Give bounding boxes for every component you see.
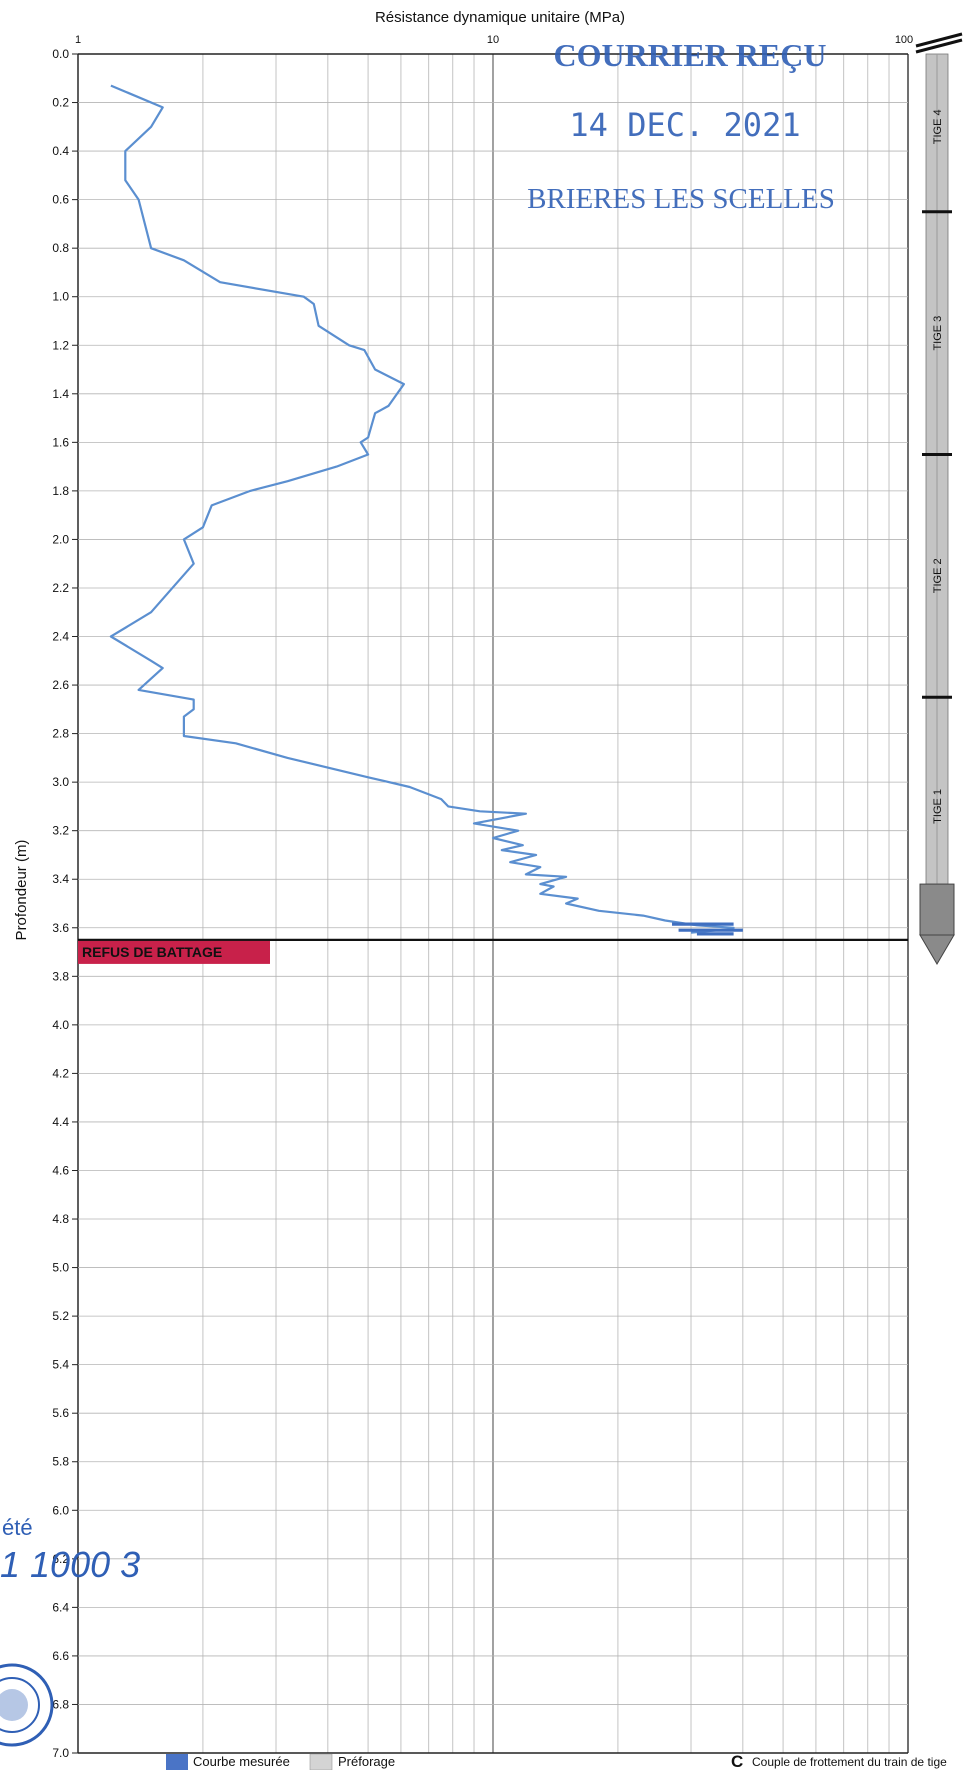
y-tick-label: 6.6 [52, 1649, 69, 1663]
y-tick-label: 6.4 [52, 1600, 69, 1614]
y-tick-label: 3.0 [52, 775, 69, 789]
legend-label-courbe: Courbe mesurée [193, 1754, 290, 1769]
rod-label: TIGE 4 [932, 109, 944, 144]
y-tick-label: 2.6 [52, 678, 69, 692]
legend-label-couple: Couple de frottement du train de tige [752, 1755, 947, 1769]
y-tick-label: 2.4 [52, 630, 69, 644]
rod-break-mark [915, 38, 963, 54]
y-tick-label: 3.2 [52, 824, 69, 838]
y-tick-label: 3.6 [52, 921, 69, 935]
y-tick-label: 2.2 [52, 581, 69, 595]
y-tick-label: 0.0 [52, 47, 69, 61]
y-tick-label: 2.0 [52, 532, 69, 546]
y-tick-label: 2.8 [52, 727, 69, 741]
y-tick-label: 6.8 [52, 1697, 69, 1711]
x-axis-ticks: 1 10 100 [75, 34, 913, 46]
y-tick-label: 0.4 [52, 144, 69, 158]
y-tick-label: 0.6 [52, 193, 69, 207]
y-tick-label: 1.0 [52, 290, 69, 304]
y-tick-label: 3.4 [52, 872, 69, 886]
stamp-line-3: BRIERES LES SCELLES [527, 183, 835, 215]
y-tick-label: 5.4 [52, 1358, 69, 1372]
x-tick-label: 10 [487, 34, 499, 46]
y-tick-label: 6.2 [52, 1552, 69, 1566]
y-tick-label: 5.8 [52, 1455, 69, 1469]
y-tick-label: 6.0 [52, 1503, 69, 1517]
refusal-marker: REFUS DE BATTAGE [78, 938, 908, 964]
chart-grid [77, 53, 909, 1754]
y-tick-label: 5.2 [52, 1309, 69, 1323]
y-tick-label: 4.6 [52, 1163, 69, 1177]
chart-title: Résistance dynamique unitaire (MPa) [375, 9, 625, 26]
y-tick-label: 4.4 [52, 1115, 69, 1129]
note-line-2: 1 1000 3 [0, 1544, 140, 1585]
series-courbe-mesuree [109, 84, 743, 936]
x-tick-label: 100 [895, 34, 913, 46]
couple-icon: C [731, 1752, 743, 1770]
y-tick-label: 1.8 [52, 484, 69, 498]
rod-label: TIGE 3 [932, 316, 944, 351]
y-tick-label: 1.2 [52, 338, 69, 352]
refusal-label-box [78, 940, 270, 964]
y-tick-label: 3.8 [52, 969, 69, 983]
received-stamp: COURRIER REÇU 14 DEC. 2021 BRIERES LES S… [527, 37, 835, 215]
stamp-line-2: 14 DEC. 2021 [569, 106, 800, 144]
y-tick-label: 0.8 [52, 241, 69, 255]
municipal-seal [0, 1663, 54, 1747]
note-line-1: été [2, 1515, 33, 1540]
rod-label: TIGE 1 [932, 789, 944, 824]
legend-swatch-courbe [166, 1754, 188, 1770]
legend-swatch-preforage [309, 1753, 333, 1770]
x-tick-label: 1 [75, 34, 81, 46]
y-tick-label: 1.6 [52, 435, 69, 449]
y-axis-ticks: 0.0 0.2 0.4 0.6 0.8 1.0 1.2 1.4 1.6 1.8 2.0 2.2 2.4 2… [52, 47, 78, 1760]
legend: Courbe mesurée Préforage C Couple de fro… [166, 1752, 947, 1770]
y-axis-label: Profondeur (m) [13, 840, 30, 941]
rod-label: TIGE 2 [932, 558, 944, 593]
y-tick-label: 4.8 [52, 1212, 69, 1226]
y-tick-label: 4.0 [52, 1018, 69, 1032]
legend-label-preforage: Préforage [338, 1754, 395, 1769]
y-tick-label: 5.6 [52, 1406, 69, 1420]
y-tick-label: 5.0 [52, 1261, 69, 1275]
rod-break-mark [915, 32, 963, 48]
refusal-label: REFUS DE BATTAGE [82, 944, 222, 960]
rod-column: TIGE 4 TIGE 3 TIGE 2 TIGE 1 [915, 32, 963, 966]
y-tick-label: 0.2 [52, 96, 69, 110]
y-tick-label: 1.4 [52, 387, 69, 401]
series-line [109, 84, 735, 934]
cone-body [919, 883, 955, 936]
stamp-line-1: COURRIER REÇU [554, 37, 827, 73]
y-tick-label: 4.2 [52, 1066, 69, 1080]
cone-tip [919, 934, 955, 966]
handwritten-note: été 1 1000 3 [0, 1515, 140, 1585]
y-tick-label: 7.0 [52, 1746, 69, 1760]
